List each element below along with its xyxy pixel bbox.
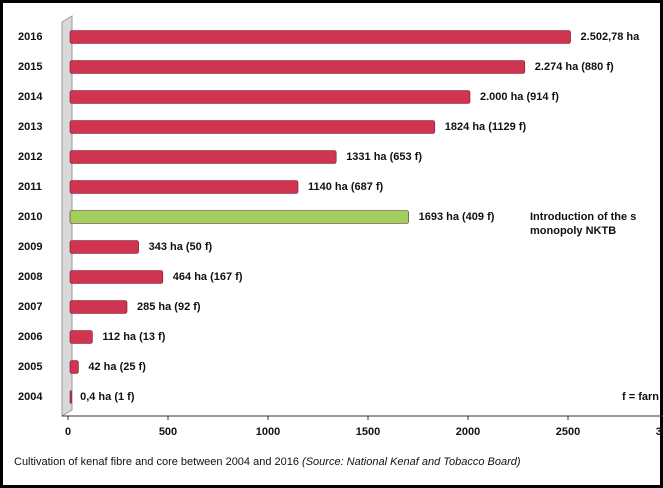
y-tick-label: 2013 — [18, 121, 42, 133]
value-label: 2.000 ha (914 f) — [480, 91, 559, 103]
value-label: 1331 ha (653 f) — [346, 151, 422, 163]
annotation: monopoly NKTB — [530, 225, 616, 237]
value-label: 0,4 ha (1 f) — [80, 391, 135, 403]
bar — [69, 360, 79, 374]
x-tick-label: 0 — [65, 426, 71, 438]
y-tick-label: 2004 — [18, 391, 43, 403]
y-tick-label: 2005 — [18, 361, 42, 373]
axis-wall — [61, 15, 73, 417]
y-tick-label: 2010 — [18, 211, 42, 223]
caption: Cultivation of kenaf fibre and core betw… — [14, 456, 521, 468]
bar — [69, 120, 436, 134]
y-tick-label: 2008 — [18, 271, 42, 283]
y-tick-label: 2009 — [18, 241, 42, 253]
value-label: 112 ha (13 f) — [102, 331, 165, 343]
value-label: 42 ha (25 f) — [88, 361, 146, 373]
y-tick-label: 2007 — [18, 301, 42, 313]
bar — [69, 390, 72, 404]
value-label: 1140 ha (687 f) — [308, 181, 384, 193]
bar — [69, 180, 299, 194]
y-tick-label: 2015 — [18, 61, 42, 73]
bar — [69, 240, 139, 254]
x-tick-label: 1500 — [356, 426, 380, 438]
y-tick-label: 2014 — [18, 91, 43, 103]
y-tick-label: 2012 — [18, 151, 42, 163]
y-tick-label: 2016 — [18, 31, 42, 43]
x-tick-label: 3000 — [656, 426, 663, 438]
annotation: f = farn — [622, 391, 659, 403]
source: (Source: National Kenaf and Tobacco Boar… — [302, 456, 521, 468]
bar — [69, 150, 337, 164]
x-tick-label: 2500 — [556, 426, 580, 438]
bar — [69, 210, 409, 224]
bar — [69, 270, 164, 284]
x-tick-label: 1000 — [256, 426, 280, 438]
caption-text: Cultivation of kenaf fibre and core betw… — [14, 456, 299, 468]
y-tick-label: 2011 — [18, 181, 42, 193]
value-label: 2.274 ha (880 f) — [535, 61, 614, 73]
value-label: 2.502,78 ha — [581, 31, 641, 43]
x-tick-label: 2000 — [456, 426, 480, 438]
value-label: 1693 ha (409 f) — [419, 211, 495, 223]
value-label: 1824 ha (1129 f) — [445, 121, 527, 133]
x-tick-label: 500 — [159, 426, 177, 438]
value-label: 464 ha (167 f) — [173, 271, 243, 283]
annotation: Introduction of the s — [530, 211, 636, 223]
bar — [69, 300, 128, 314]
bar — [69, 330, 93, 344]
value-label: 343 ha (50 f) — [149, 241, 213, 253]
bar — [69, 60, 526, 74]
bar — [69, 90, 471, 104]
value-label: 285 ha (92 f) — [137, 301, 201, 313]
bar — [69, 30, 571, 44]
y-tick-label: 2006 — [18, 331, 42, 343]
